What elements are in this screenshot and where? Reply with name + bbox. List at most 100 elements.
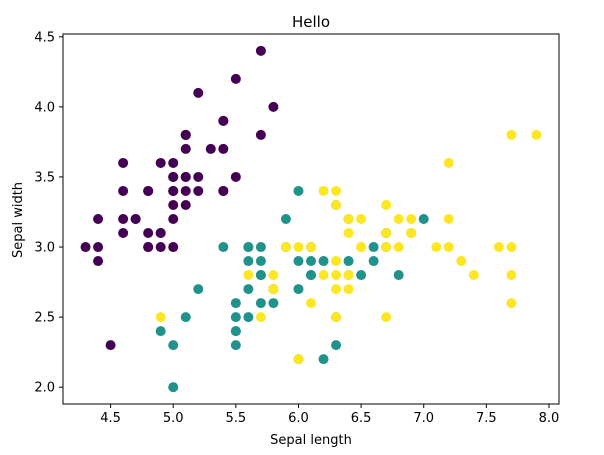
data-point [431,242,442,253]
data-point [218,185,229,196]
plot-frame [62,33,560,405]
data-point [243,312,254,323]
y-tick-label: 2.0 [34,381,55,396]
data-point [193,171,204,182]
data-point [230,312,241,323]
data-point [155,242,166,253]
data-point [443,242,454,253]
x-tick-label: 6.5 [351,411,372,426]
data-point [155,326,166,337]
data-point [193,284,204,295]
data-point [255,298,266,309]
data-point [180,185,191,196]
data-point [331,256,342,267]
data-point [93,214,104,224]
data-point [118,185,129,196]
data-point [255,256,266,267]
data-point [280,214,291,224]
data-point [118,228,129,239]
data-point [443,157,454,168]
data-point [118,157,129,168]
data-point [255,312,266,323]
data-point [343,256,354,267]
data-point [168,214,179,224]
x-tick-label: 7.5 [476,411,497,426]
data-point [306,270,316,281]
data-point [331,199,342,210]
data-point [143,185,154,196]
y-axis: 2.0 2.5 3.0 3.5 4.0 4.5 [34,30,63,396]
data-point [168,242,179,253]
data-point [193,185,204,196]
data-point [318,270,329,281]
data-point [280,242,291,253]
data-point [193,87,204,98]
data-point [368,242,379,253]
data-point [168,171,179,182]
data-point [493,242,504,253]
data-point [168,157,179,168]
data-point [531,129,542,140]
data-point [506,129,517,140]
data-point [331,340,342,351]
data-point [381,312,392,323]
data-point [293,284,304,295]
data-point [456,256,467,267]
data-point [230,73,241,84]
data-point [218,115,229,126]
data-point [255,129,266,140]
data-point [230,298,241,309]
data-point [168,340,179,351]
x-tick-label: 4.5 [100,411,121,426]
data-point [180,129,191,140]
data-point [293,185,304,196]
y-axis-label: Sepal width [11,182,26,258]
data-point [293,256,304,267]
data-point [306,298,316,309]
data-point [80,242,91,253]
data-point [255,45,266,56]
data-point [293,354,304,365]
data-point [506,298,517,309]
x-tick-label: 5.5 [226,411,247,426]
x-tick-label: 6.0 [288,411,309,426]
y-tick-label: 3.0 [34,241,55,256]
data-point [218,242,229,253]
data-point [393,270,404,281]
data-point [155,228,166,239]
x-tick-label: 8.0 [539,411,560,426]
data-point [343,284,354,295]
data-point [143,228,154,239]
data-point [130,214,141,224]
data-point [155,157,166,168]
data-point [230,171,241,182]
data-point [243,270,254,281]
data-point [255,270,266,281]
data-point [331,270,342,281]
data-point [418,214,429,224]
data-point [343,214,354,224]
data-point [306,256,316,267]
data-point [306,242,316,253]
data-point [155,312,166,323]
data-point [331,312,342,323]
x-tick-label: 7.0 [413,411,434,426]
data-point [230,326,241,337]
data-point [356,242,367,253]
x-axis: 4.5 5.0 5.5 6.0 6.5 7.0 7.5 8.0 [100,404,559,426]
data-point [205,143,216,154]
data-point [180,171,191,182]
data-point [506,242,517,253]
data-point [105,340,116,351]
data-point [393,214,404,224]
data-point [406,228,417,239]
y-tick-label: 3.5 [34,170,55,185]
data-point [318,185,329,196]
points-layer [80,45,542,393]
x-axis-label: Sepal length [270,433,352,448]
data-point [368,256,379,267]
data-point [180,199,191,210]
data-point [331,185,342,196]
data-point [255,242,266,253]
